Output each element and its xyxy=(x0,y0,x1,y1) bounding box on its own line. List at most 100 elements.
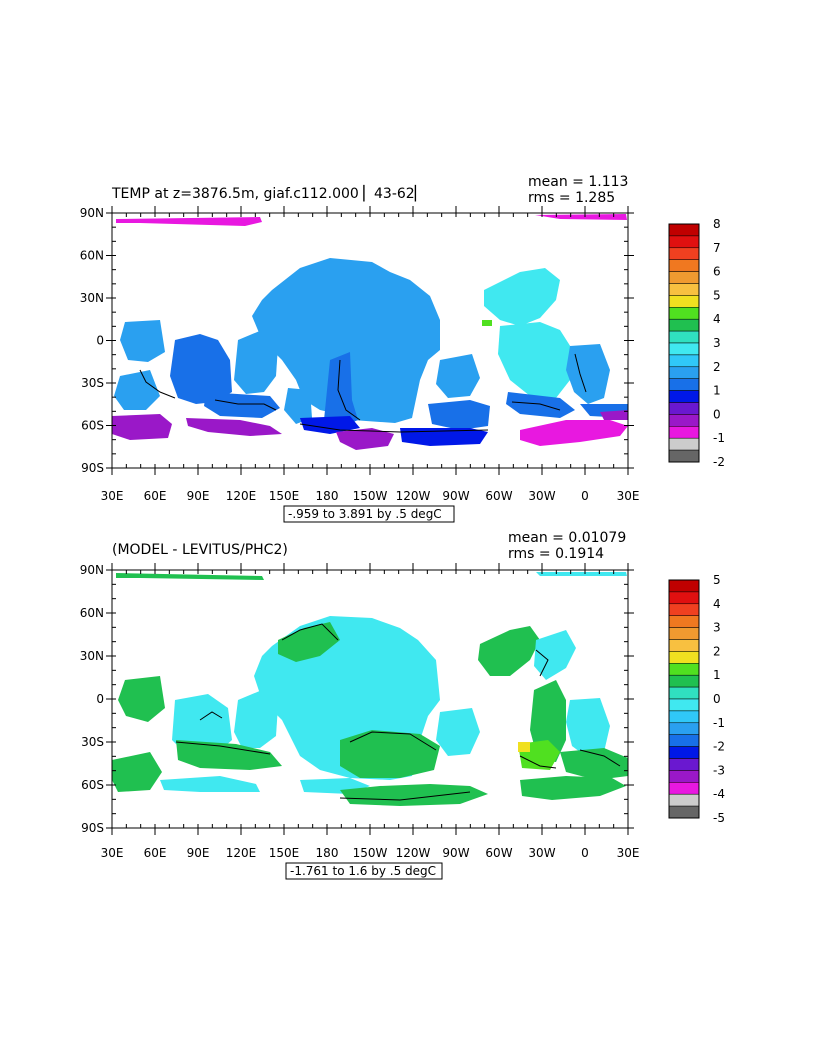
lat-label: 60S xyxy=(81,778,104,792)
colorbar-label: 2 xyxy=(713,360,721,374)
lon-label: 180 xyxy=(316,489,339,503)
lon-label: 120W xyxy=(396,489,431,503)
lon-label: 150W xyxy=(353,489,388,503)
lon-label: 30E xyxy=(617,846,640,860)
p1-atlantic-central xyxy=(498,322,574,398)
p2-indian-west xyxy=(118,676,165,722)
colorbar-frame xyxy=(668,223,700,463)
lon-label: 30W xyxy=(528,489,555,503)
panel-2-colorbar xyxy=(668,579,700,819)
lon-label: 150W xyxy=(353,846,388,860)
colorbar-frame xyxy=(668,579,700,819)
colorbar-label: -4 xyxy=(713,787,725,801)
lat-label: 0 xyxy=(96,334,104,348)
panel-2-lon-labels: 30E 60E 90E 120E 150E 180 150W 120W 90W 60W 30W 0 30… xyxy=(101,846,640,860)
lon-label: 30E xyxy=(617,489,640,503)
colorbar-swatch xyxy=(668,307,700,320)
colorbar-swatch xyxy=(668,295,700,308)
colorbar-swatch xyxy=(668,746,700,759)
colorbar-label: 7 xyxy=(713,241,721,255)
colorbar-swatch xyxy=(668,259,700,272)
panel-1-colorbar-labels: 8 7 6 5 4 3 2 1 0 -1 -2 xyxy=(713,217,725,469)
colorbar-swatch xyxy=(668,283,700,296)
p2-contour-6 xyxy=(535,649,549,677)
panel-1-lat-labels: 90N 60N 30N 0 30S 60S 90S xyxy=(80,206,104,475)
p1-southern-purple-east xyxy=(600,410,628,420)
colorbar-label: 1 xyxy=(713,668,721,682)
colorbar-label: 2 xyxy=(713,644,721,658)
panel-2-ticks xyxy=(106,563,634,835)
p2-southern-cyan-west xyxy=(160,776,260,792)
colorbar-swatch xyxy=(668,579,700,593)
colorbar-label: 5 xyxy=(713,573,721,587)
p1-southeast-pacific xyxy=(428,400,490,430)
lon-label: 60W xyxy=(485,846,512,860)
colorbar-label: -2 xyxy=(713,455,725,469)
p2-pacific-south-green xyxy=(340,730,440,778)
panel-1-range-box xyxy=(283,505,455,523)
p1-arctic-strip-east xyxy=(535,214,627,220)
colorbar-label: 3 xyxy=(713,621,721,635)
colorbar-swatch xyxy=(668,686,700,700)
lon-label: 60W xyxy=(485,489,512,503)
panel-2-mean: mean = 0.01079 xyxy=(508,530,626,546)
colorbar-swatch xyxy=(668,615,700,628)
lon-label: 120E xyxy=(226,489,257,503)
panel-2-range-label: -1.761 to 1.6 by .5 degC xyxy=(290,864,436,878)
p1-indian-east xyxy=(234,330,278,394)
p2-atlantic-southeast-green xyxy=(560,748,628,780)
p1-southern-blue-pacific xyxy=(300,416,360,434)
colorbar-swatch xyxy=(668,366,700,379)
colorbar-label: 5 xyxy=(713,288,721,302)
lon-label: 90W xyxy=(442,846,469,860)
p2-contour-3 xyxy=(175,741,271,755)
p1-southern-purple-indian xyxy=(186,418,282,436)
panel-2-contours xyxy=(175,623,621,801)
colorbar-swatch xyxy=(668,390,700,403)
p1-east-pacific xyxy=(436,354,480,398)
colorbar-label: 3 xyxy=(713,336,721,350)
p2-arctic-strip-west xyxy=(116,573,264,580)
panel-1: TEMP at z=3876.5m, giaf.c112.000 ▏43-62▏… xyxy=(80,174,725,523)
colorbar-swatch xyxy=(668,235,700,249)
panel-1-mean: mean = 1.113 xyxy=(528,174,628,190)
colorbar-swatch xyxy=(668,378,700,391)
p1-contour-5 xyxy=(511,401,561,411)
lon-label: 90W xyxy=(442,489,469,503)
panel-1-colorbar xyxy=(668,223,700,463)
colorbar-swatch xyxy=(668,449,700,463)
colorbar-label: 6 xyxy=(713,265,721,279)
colorbar-swatch xyxy=(668,758,700,771)
panel-2-rms: rms = 0.1914 xyxy=(508,546,604,562)
colorbar-swatch xyxy=(668,782,700,795)
colorbar-swatch xyxy=(668,426,700,439)
lat-label: 90N xyxy=(80,563,104,577)
colorbar-swatch xyxy=(668,734,700,747)
lon-label: 60E xyxy=(144,846,167,860)
p1-contour-6 xyxy=(574,353,587,393)
p1-atlantic-green-dot xyxy=(482,320,492,326)
p1-contour-1 xyxy=(139,369,176,399)
lon-label: 30E xyxy=(101,489,124,503)
p2-contour-7 xyxy=(519,755,557,769)
colorbar-label: -1 xyxy=(713,431,725,445)
p1-indian-northwest xyxy=(120,320,165,362)
lat-label: 60S xyxy=(81,419,104,433)
lat-label: 30N xyxy=(80,649,104,663)
lat-label: 30S xyxy=(81,376,104,390)
p1-west-pacific-south xyxy=(284,388,312,424)
lat-label: 90S xyxy=(81,821,104,835)
p2-atlantic-cyan-north xyxy=(534,630,576,680)
p1-contour-3 xyxy=(337,359,361,421)
panel-1-range-label: -.959 to 3.891 by .5 degC xyxy=(288,507,442,521)
colorbar-swatch xyxy=(668,247,700,260)
colorbar-swatch xyxy=(668,674,700,688)
colorbar-swatch xyxy=(668,342,700,356)
colorbar-swatch xyxy=(668,651,700,664)
lat-label: 90S xyxy=(81,461,104,475)
lat-label: 60N xyxy=(80,249,104,263)
colorbar-label: -2 xyxy=(713,740,725,754)
colorbar-label: -3 xyxy=(713,763,725,777)
p1-southern-blue-central xyxy=(400,428,488,446)
